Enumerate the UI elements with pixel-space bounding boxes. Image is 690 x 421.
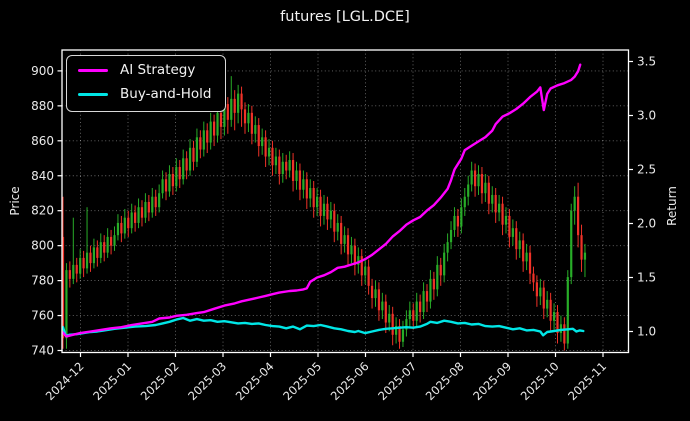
price-tick-label: 820 — [31, 204, 54, 218]
x-tick-label: 2025-07 — [375, 359, 419, 403]
x-tick-label: 2025-09 — [470, 359, 514, 403]
legend-item-ai-strategy: AI Strategy — [78, 62, 211, 79]
return-tick-label: 2.5 — [637, 163, 656, 177]
return-tick-label: 2.0 — [637, 217, 656, 231]
return-tick-label: 3.5 — [637, 55, 656, 69]
return-tick-label: 1.5 — [637, 271, 656, 285]
plot-border — [61, 49, 630, 354]
legend-item-buy-and-hold: Buy-and-Hold — [78, 86, 211, 103]
candles-layer — [61, 76, 587, 351]
x-tick-label: 2025-11 — [565, 359, 609, 403]
price-tick-label: 740 — [31, 344, 54, 358]
price-tick-label: 840 — [31, 169, 54, 183]
return-tick-label: 3.0 — [637, 109, 656, 123]
legend-label: AI Strategy — [120, 62, 196, 78]
price-tick-label: 760 — [31, 309, 54, 323]
x-tick-label: 2025-02 — [138, 359, 182, 403]
x-tick-label: 2024-12 — [43, 359, 87, 403]
x-tick-label: 2025-03 — [185, 359, 229, 403]
return-tick-label: 1.0 — [637, 325, 656, 339]
price-tick-label: 900 — [31, 64, 54, 78]
x-tick-label: 2025-04 — [233, 359, 277, 403]
legend-label: Buy-and-Hold — [120, 85, 212, 102]
x-tick-label: 2025-10 — [518, 359, 562, 403]
buy-and-hold-line-swatch — [78, 92, 108, 97]
x-tick-label: 2025-01 — [90, 359, 134, 403]
ai-strategy-line-swatch — [78, 68, 108, 73]
return-axis-label: Return — [665, 186, 679, 226]
chart-title: futures [LGL.DCE] — [280, 9, 410, 25]
buy-and-hold-line — [61, 316, 585, 337]
price-tick-label: 800 — [31, 239, 54, 253]
x-tick-label: 2025-05 — [280, 359, 324, 403]
price-axis-label: Price — [8, 186, 22, 216]
x-tick-label: 2025-06 — [328, 359, 372, 403]
x-tick-label: 2025-08 — [423, 359, 467, 403]
price-tick-label: 780 — [31, 274, 54, 288]
ai-strategy-line — [61, 63, 582, 338]
price-tick-label: 860 — [31, 134, 54, 148]
legend-box: AI Strategy Buy-and-Hold — [66, 55, 227, 112]
price-tick-label: 880 — [31, 99, 54, 113]
